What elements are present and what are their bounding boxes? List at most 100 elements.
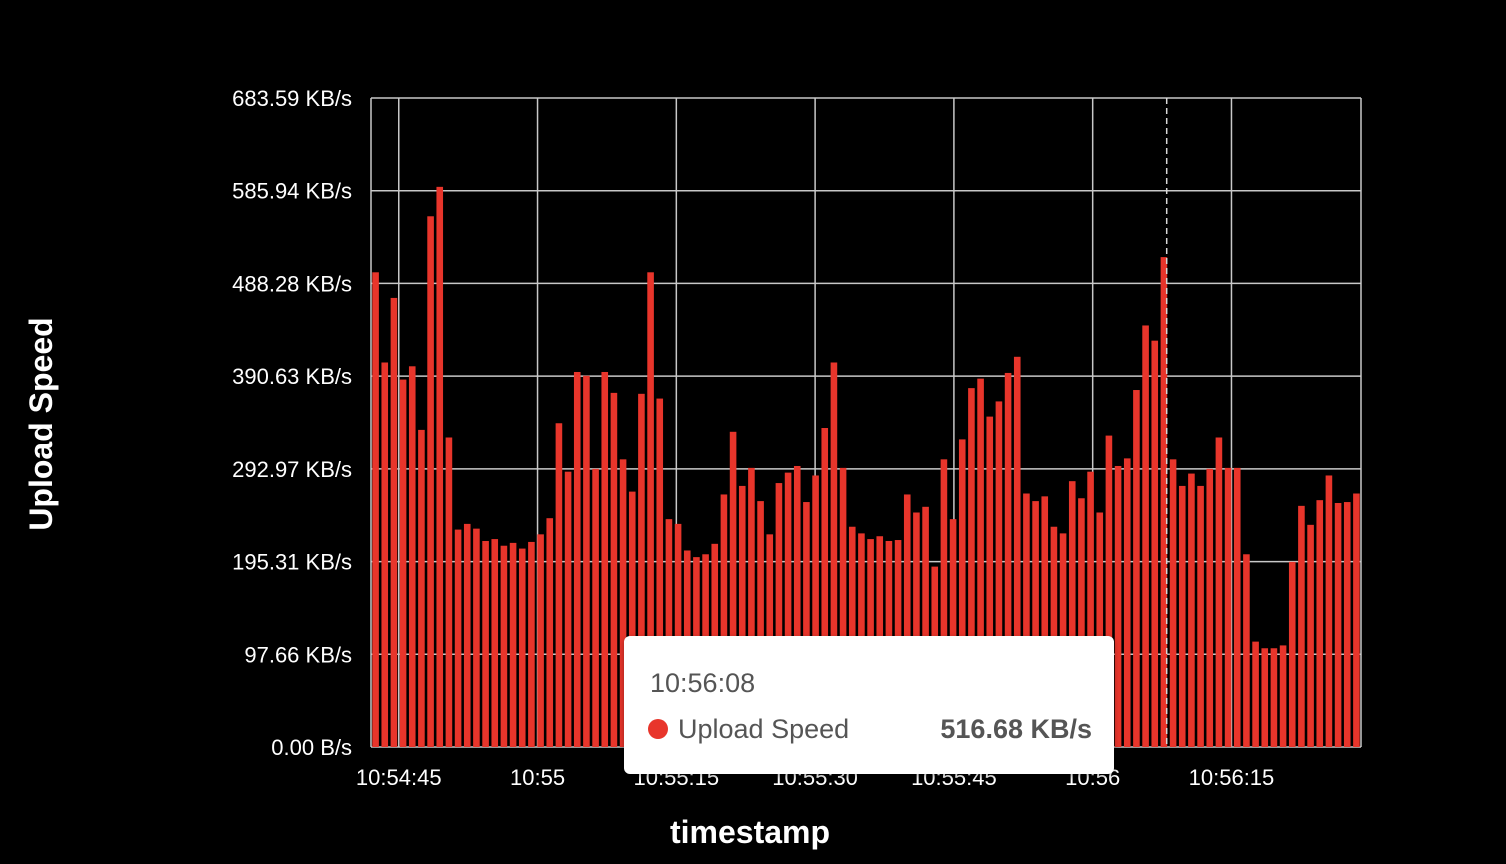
bar [628, 491, 636, 747]
bar [1160, 257, 1168, 747]
bar [1068, 481, 1076, 747]
y-tick-label: 195.31 KB/s [232, 550, 352, 575]
bar [775, 483, 783, 747]
bar [1353, 493, 1360, 747]
bar [592, 468, 599, 747]
bar [601, 371, 609, 747]
bar [1334, 503, 1342, 747]
bar [1243, 554, 1250, 747]
bar [427, 216, 434, 747]
x-axis-title: timestamp [670, 814, 830, 850]
bar [610, 392, 618, 747]
bar [1215, 437, 1223, 747]
bar [674, 523, 682, 747]
bar [564, 471, 572, 747]
bar [1279, 645, 1287, 747]
tooltip-row: Upload Speed 516.68 KB/s [648, 712, 1092, 746]
y-tick-label: 585.94 KB/s [232, 179, 352, 204]
bar [986, 416, 994, 747]
bar [1133, 390, 1140, 747]
bar [528, 541, 535, 747]
bar [463, 523, 471, 747]
bar [1298, 505, 1305, 747]
tooltip-time: 10:56:08 [650, 668, 756, 698]
bar [1096, 512, 1104, 747]
bar [913, 512, 920, 747]
bar [903, 494, 911, 747]
bar [784, 472, 792, 747]
bar [839, 467, 847, 747]
y-tick-label: 0.00 B/s [271, 735, 352, 760]
bar [922, 506, 929, 747]
bar [803, 502, 810, 747]
bar [757, 501, 764, 747]
bar [491, 539, 499, 747]
bar [381, 362, 389, 747]
bar [1270, 648, 1278, 747]
bar [1307, 524, 1314, 747]
bar [573, 371, 581, 747]
bar [665, 519, 673, 747]
bar [1087, 471, 1094, 747]
bars [372, 186, 1360, 747]
y-axis-title: Upload Speed [23, 317, 59, 530]
bar [729, 431, 737, 747]
bar [949, 519, 957, 747]
y-tick-label: 292.97 KB/s [232, 457, 352, 482]
bar [537, 534, 544, 747]
bar [1224, 467, 1232, 747]
bar [454, 529, 462, 747]
bar [656, 398, 664, 747]
bar [977, 378, 984, 747]
bar [473, 528, 480, 747]
bar [445, 437, 453, 747]
x-tick-label: 10:56:15 [1189, 765, 1275, 790]
bar [812, 475, 819, 747]
bar [436, 186, 444, 747]
y-tick-label: 97.66 KB/s [244, 642, 352, 667]
bar [619, 459, 627, 747]
bar [940, 459, 948, 747]
bar [1105, 435, 1113, 747]
bar [821, 428, 829, 747]
bar [1316, 500, 1324, 747]
bar [1151, 340, 1159, 747]
bar [720, 494, 728, 747]
bar [1343, 502, 1351, 747]
bar [1169, 459, 1177, 747]
y-axis-ticks: 0.00 B/s 97.66 KB/s 195.31 KB/s 292.97 KB/s… [232, 86, 352, 760]
bar [1004, 372, 1012, 747]
bar [1032, 501, 1039, 747]
tooltip-series-dot [648, 719, 668, 739]
y-tick-label: 390.63 KB/s [232, 364, 352, 389]
tooltip-value: 516.68 KB/s [940, 713, 1092, 744]
bar [509, 542, 517, 747]
x-tick-label: 10:54:45 [356, 765, 442, 790]
bar [372, 272, 379, 747]
x-tick-label: 10:55 [510, 765, 565, 790]
bar [1023, 493, 1030, 747]
y-tick-label: 683.59 KB/s [232, 86, 352, 111]
bar [390, 297, 398, 747]
bar [958, 439, 966, 747]
bar [1261, 648, 1269, 747]
bar [500, 545, 508, 747]
bar [555, 423, 563, 747]
bar [1041, 496, 1049, 747]
bar [738, 485, 746, 747]
bar [638, 393, 645, 747]
bar [1142, 325, 1149, 747]
bar [1252, 641, 1259, 747]
tooltip: 10:56:08 Upload Speed 516.68 KB/s [624, 636, 1114, 774]
bar [1188, 473, 1195, 747]
bar [1197, 485, 1204, 747]
bar [1288, 561, 1296, 747]
bar [1233, 467, 1241, 747]
bar [399, 379, 407, 747]
bar [995, 401, 1003, 747]
bar [748, 467, 755, 747]
y-tick-label: 488.28 KB/s [232, 271, 352, 296]
bar [647, 272, 654, 747]
bar [408, 366, 416, 747]
